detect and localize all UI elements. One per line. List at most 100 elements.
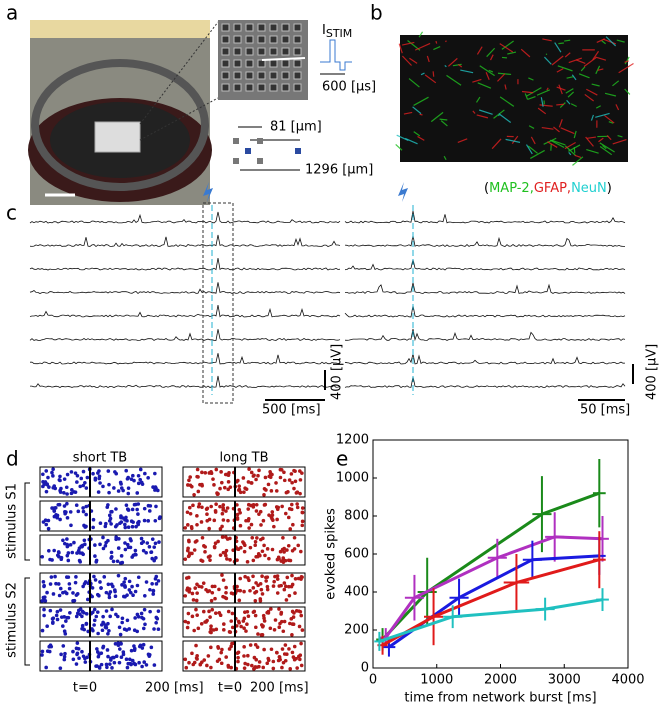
spike [69, 470, 74, 474]
trace [344, 211, 626, 224]
spike [84, 621, 89, 626]
spike [74, 662, 79, 666]
spike [50, 506, 54, 510]
cell-fiber [599, 146, 613, 156]
spike [152, 545, 157, 549]
spike [290, 549, 295, 553]
spike [114, 537, 118, 542]
spike [142, 607, 147, 612]
spike [296, 543, 301, 548]
spike [102, 575, 107, 579]
trace [344, 259, 626, 271]
spike [239, 624, 243, 629]
trace [344, 235, 625, 248]
spike [251, 586, 256, 590]
spike [109, 656, 113, 661]
cell-fiber [526, 87, 542, 97]
spike [228, 630, 233, 634]
cell-fiber [580, 66, 586, 72]
spike [75, 611, 80, 616]
spike [147, 509, 152, 513]
cell-fiber [536, 89, 550, 96]
spike [246, 614, 251, 618]
spike [221, 503, 226, 507]
spike [265, 661, 270, 666]
cell-fiber [586, 149, 599, 154]
spike [125, 618, 130, 623]
spike [277, 625, 282, 630]
spike [71, 649, 75, 654]
electrode [257, 59, 266, 68]
cell-fiber [591, 83, 600, 87]
spike [295, 490, 300, 494]
bracket [24, 577, 30, 666]
electrode [221, 47, 230, 56]
spike [225, 537, 230, 541]
cell-fiber [460, 69, 474, 74]
electrode [245, 83, 254, 92]
spike [284, 652, 289, 657]
spike [286, 558, 291, 563]
spike [183, 657, 188, 662]
spike [104, 662, 109, 667]
spike [81, 584, 85, 589]
cell-fiber [612, 80, 620, 87]
trace [29, 258, 341, 271]
electrode [293, 35, 302, 44]
spike [81, 552, 85, 557]
spike [212, 544, 217, 549]
spike [249, 481, 254, 485]
cell-fiber [443, 155, 447, 161]
spike [238, 510, 242, 515]
spike [73, 471, 78, 475]
cell-fiber [587, 136, 596, 139]
trace [344, 376, 626, 389]
spike [282, 587, 287, 592]
cell-fiber [616, 39, 625, 43]
spike [51, 474, 55, 478]
spike [56, 502, 61, 507]
spike [139, 480, 144, 485]
spike [218, 486, 222, 491]
spike [75, 592, 80, 596]
spike [194, 643, 198, 648]
spike [108, 614, 112, 619]
cell-fiber [543, 137, 557, 145]
cell-fiber [590, 114, 594, 121]
cell-fiber [488, 69, 494, 73]
spike [190, 591, 195, 596]
spike [140, 664, 144, 669]
panel-label: e [336, 447, 348, 471]
spike [263, 553, 267, 558]
spike [64, 485, 69, 490]
electrode [281, 47, 290, 56]
spike [195, 591, 199, 595]
spike [72, 598, 77, 603]
spike [295, 666, 299, 670]
spike [246, 507, 251, 511]
cell-fiber [507, 51, 517, 55]
spike [144, 550, 148, 555]
electrode [221, 23, 230, 32]
spike [272, 579, 276, 584]
spike [209, 598, 214, 603]
spike [258, 582, 263, 586]
spike [279, 612, 283, 616]
spike [113, 524, 118, 529]
spike [120, 560, 125, 565]
spike [277, 607, 281, 611]
spike [45, 649, 50, 653]
cell-fiber [530, 149, 545, 159]
spike [252, 609, 257, 614]
spike [221, 506, 226, 510]
spike [102, 621, 106, 626]
spike [202, 544, 206, 548]
electrode [245, 23, 254, 32]
cell-fiber [615, 104, 620, 111]
spike [249, 470, 254, 475]
spike [53, 506, 58, 510]
spike [187, 660, 191, 665]
electrode [293, 47, 302, 56]
electrode [293, 71, 302, 80]
spike [83, 542, 87, 547]
